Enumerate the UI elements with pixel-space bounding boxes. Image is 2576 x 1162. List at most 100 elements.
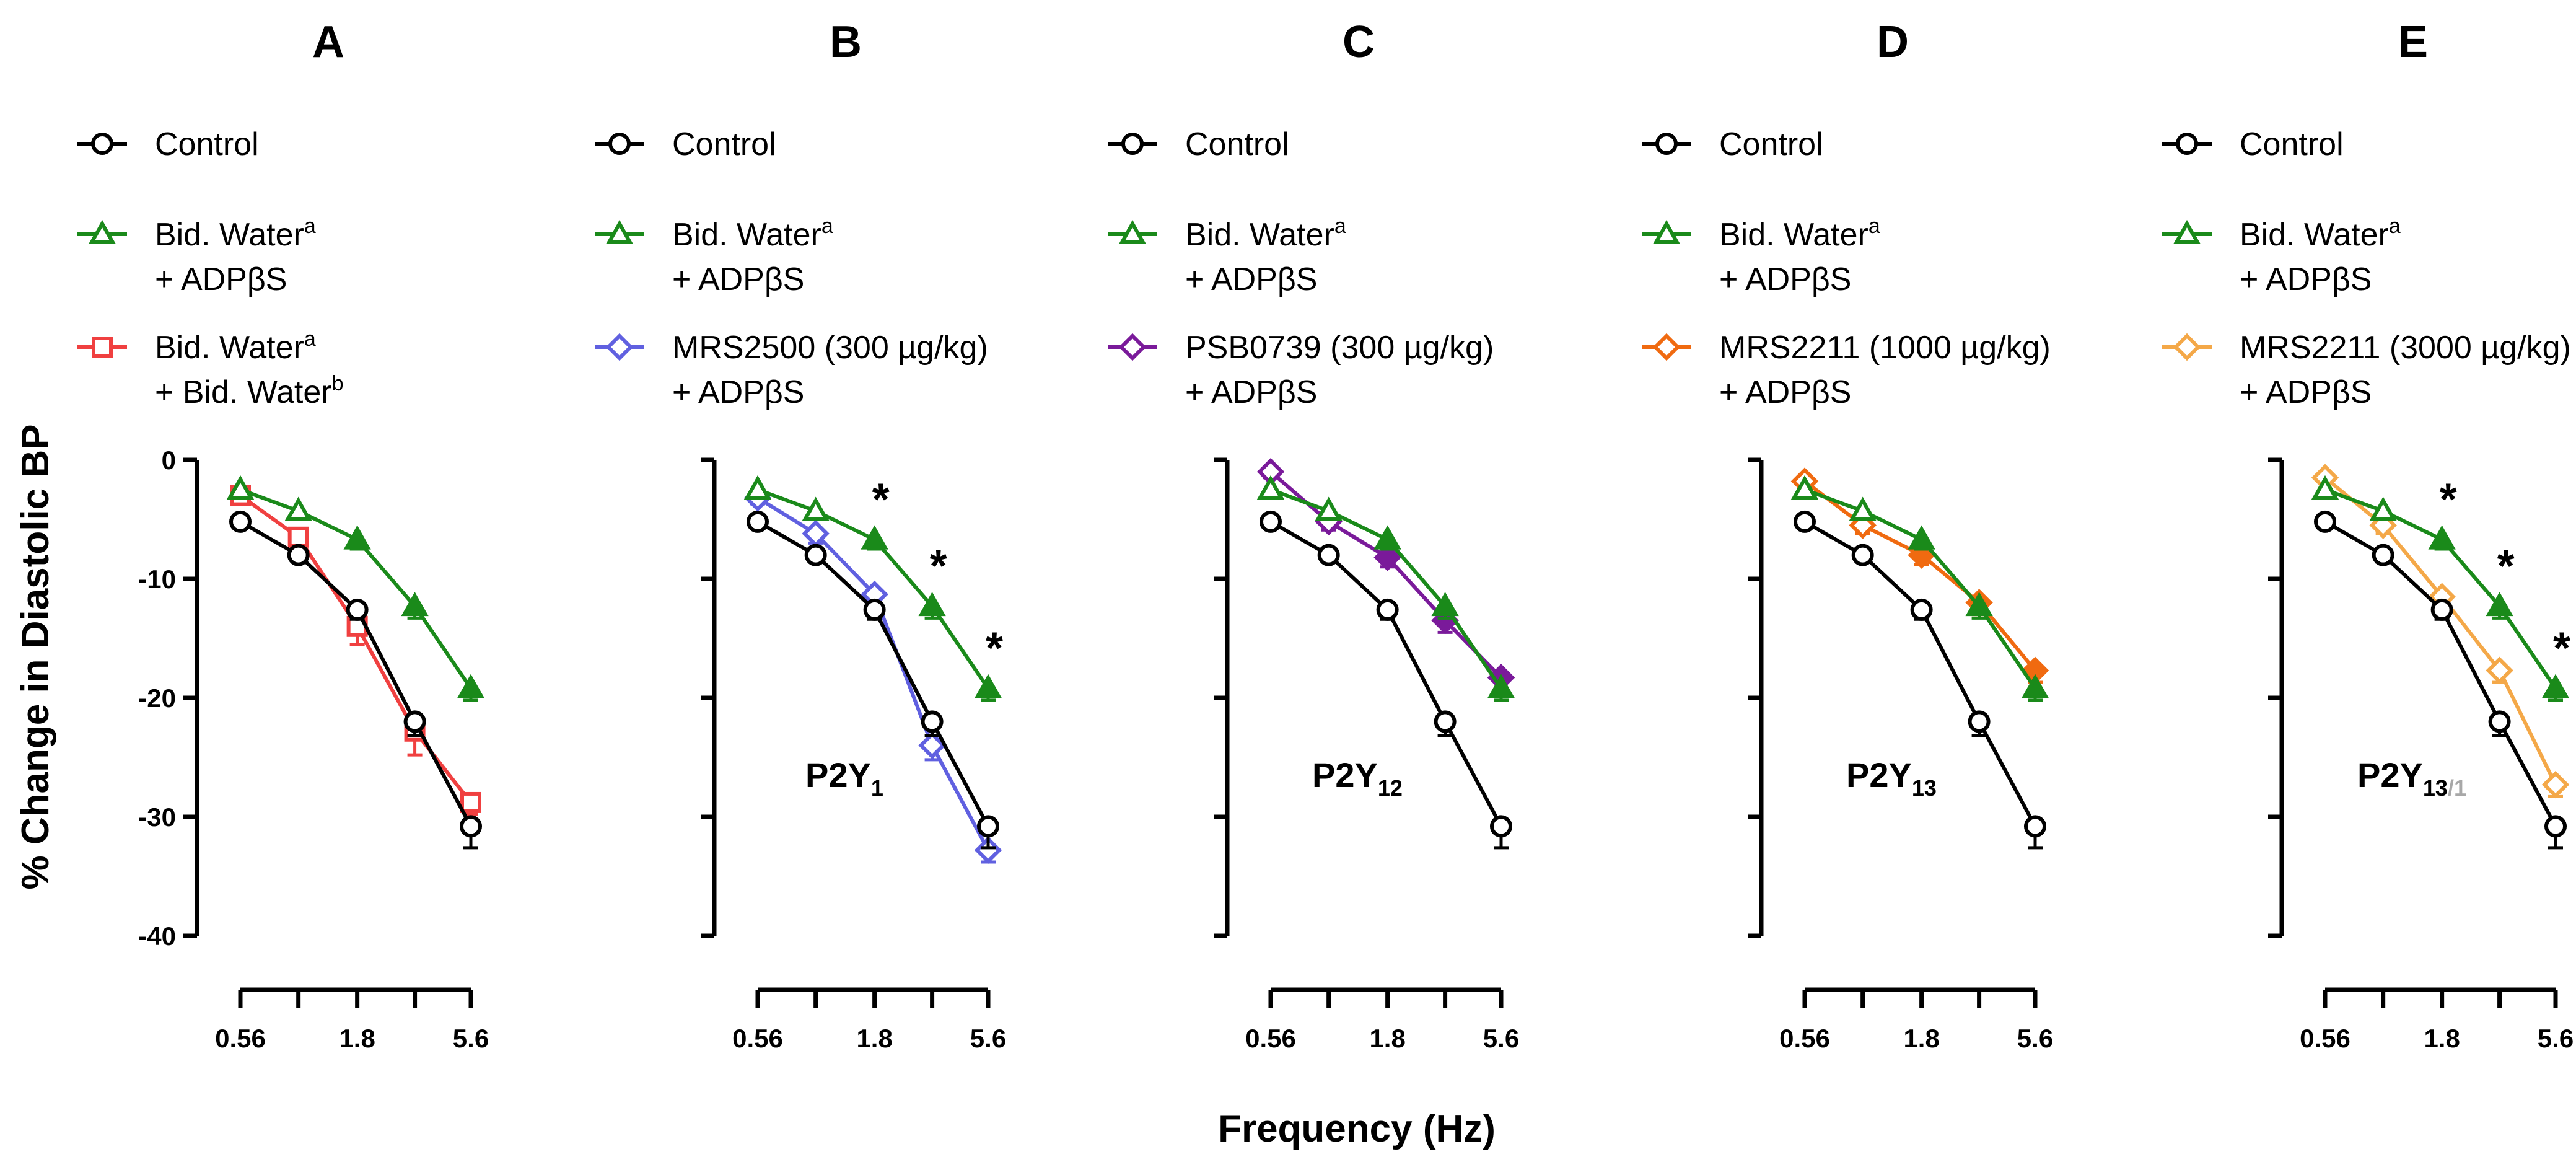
legend-label-line2: + ADPβS <box>1719 262 1851 297</box>
x-tick-label: 5.6 <box>970 1024 1006 1053</box>
legend-marker <box>605 219 634 244</box>
series-line <box>1803 480 2037 672</box>
data-point <box>747 510 769 533</box>
legend-superscript: a <box>304 214 316 238</box>
legend-superscript: a <box>1868 214 1880 238</box>
data-point <box>1908 525 1935 550</box>
series-line <box>1269 488 1503 690</box>
data-point <box>401 592 429 617</box>
significance-star: * <box>930 542 947 591</box>
legend-superscript: a <box>2389 214 2401 238</box>
data-point <box>403 710 426 733</box>
legend-label: Bid. Watera <box>155 327 316 366</box>
legend-superscript: b <box>332 372 344 395</box>
x-tick-label: 0.56 <box>215 1024 266 1053</box>
series <box>2314 510 2567 850</box>
legend-label: Control <box>155 126 259 162</box>
legend-entry: Control <box>77 126 259 162</box>
data-point <box>2488 710 2511 733</box>
data-point <box>2369 496 2397 521</box>
y-axis-title: % Change in Diastolic BP <box>14 424 57 889</box>
data-point <box>346 598 369 621</box>
legend-marker <box>88 219 116 244</box>
data-point <box>1910 598 1933 621</box>
panel-letter: A <box>312 17 344 67</box>
legend-label: Bid. Watera <box>155 214 316 253</box>
data-point <box>2314 510 2336 533</box>
data-point <box>2541 770 2570 799</box>
data-point <box>2486 592 2513 617</box>
data-point <box>1317 544 1340 566</box>
legend-superscript: a <box>1334 214 1346 238</box>
legend-superscript: a <box>304 327 316 351</box>
panels: A Control Bid. Watera + ADPβS Bid. Watera + B… <box>77 17 2574 1053</box>
data-point <box>1790 475 1819 500</box>
series-line <box>239 520 473 827</box>
data-point <box>918 592 946 617</box>
data-point <box>1434 710 1457 733</box>
panel-letter: E <box>2398 17 2428 67</box>
legend-marker <box>1652 219 1681 244</box>
data-point <box>229 510 252 533</box>
x-axis-title: Frequency (Hz) <box>1218 1107 1496 1150</box>
significance-star: * <box>986 624 1003 674</box>
panel-letter: C <box>1343 17 1375 67</box>
receptor-name: P2Y <box>805 755 871 794</box>
receptor-subscript: 13 <box>2423 775 2448 801</box>
legend-entry: Bid. Watera + Bid. Waterb <box>77 327 344 410</box>
legend-entry: Bid. Watera + ADPβS <box>595 214 833 297</box>
x-tick-label: 0.56 <box>2300 1024 2350 1053</box>
legend-label-line2: + ADPβS <box>155 262 287 297</box>
series <box>229 510 482 850</box>
data-point <box>977 815 999 838</box>
data-point <box>1373 525 1401 550</box>
data-point <box>2024 815 2046 838</box>
receptor-label: P2Y13 <box>1846 755 1937 801</box>
legend-marker <box>2173 219 2201 244</box>
legend-entry: Control <box>1642 126 1823 162</box>
series <box>1794 510 2046 850</box>
legend-marker <box>605 333 634 361</box>
series <box>747 510 999 850</box>
series <box>1790 475 2049 702</box>
series <box>1256 475 1515 702</box>
legend-label-line2: + ADPβS <box>2240 374 2372 410</box>
legend-entry: Bid. Watera + ADPβS <box>2162 214 2401 297</box>
data-point <box>802 496 830 521</box>
data-point <box>1376 598 1399 621</box>
x-tick-label: 5.6 <box>1483 1024 1519 1053</box>
data-point <box>1965 592 1993 617</box>
legend-label: Bid. Watera <box>1185 214 1346 253</box>
data-point <box>1256 475 1285 500</box>
legend-label-line2: + ADPβS <box>2240 262 2372 297</box>
y-tick-label: -40 <box>138 922 176 951</box>
legend-label: MRS2500 (300 µg/kg) <box>672 330 988 366</box>
data-point <box>863 598 886 621</box>
legend-label: Control <box>1185 126 1289 162</box>
receptor-label: P2Y13/1 <box>2357 755 2466 801</box>
legend-label-line2: + ADPβS <box>1185 262 1317 297</box>
data-point <box>1851 544 1874 566</box>
x-tick-label: 1.8 <box>1903 1024 1939 1053</box>
x-tick-label: 5.6 <box>453 1024 489 1053</box>
panel-a: A Control Bid. Watera + ADPβS Bid. Watera + B… <box>77 17 489 1053</box>
legend-label-line2: + ADPβS <box>1185 374 1317 410</box>
data-point <box>287 526 309 548</box>
legend-label: Control <box>672 126 776 162</box>
legend-entry: MRS2211 (3000 µg/kg) + ADPβS <box>2162 330 2571 410</box>
data-point <box>284 496 312 521</box>
data-point <box>1431 592 1459 617</box>
legend-marker <box>2173 333 2201 361</box>
legend-marker <box>1118 219 1147 244</box>
legend-label: PSB0739 (300 µg/kg) <box>1185 330 1494 366</box>
data-point <box>1490 815 1512 838</box>
data-point <box>2428 525 2456 550</box>
data-point <box>460 815 482 838</box>
significance-star: * <box>2497 542 2515 591</box>
legend-entry: PSB0739 (300 µg/kg) + ADPβS <box>1108 330 1494 410</box>
data-point <box>921 710 944 733</box>
y-tick-label: -30 <box>138 803 176 832</box>
